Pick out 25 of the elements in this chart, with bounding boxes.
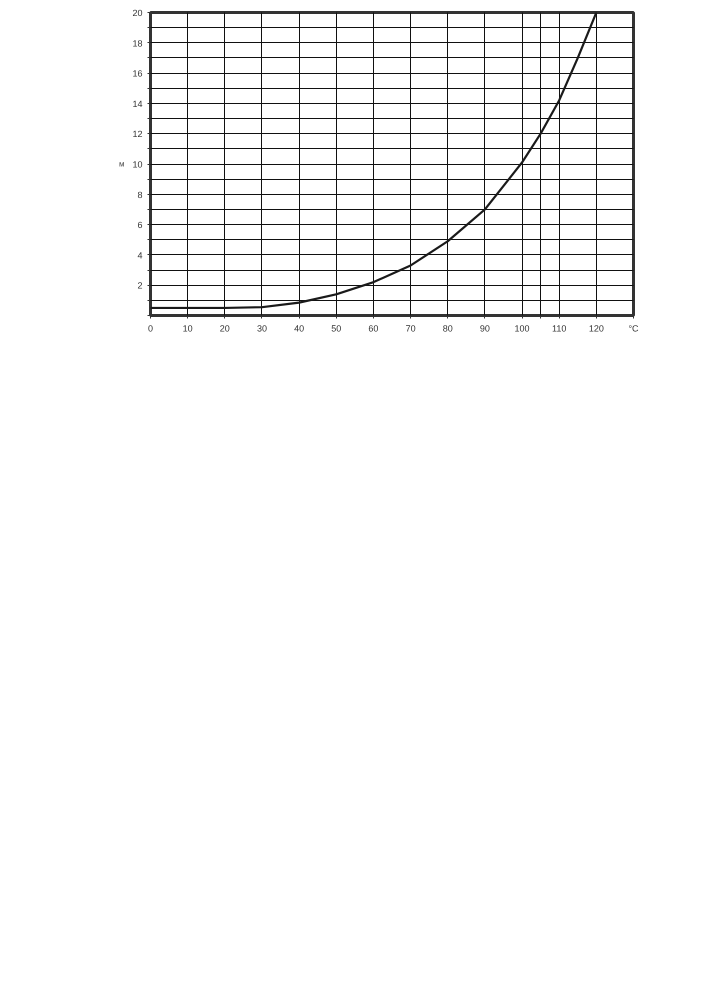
y-tick-label: 20 [132,8,143,18]
x-tick-label: 30 [256,324,267,334]
y-tick-label: 12 [132,129,143,140]
x-tick-label: 50 [331,324,342,334]
y-tick-label: 10 [132,160,143,170]
x-tick-label: 70 [406,324,416,334]
x-tick-label: 10 [182,324,193,334]
y-tick-label: 14 [132,98,143,109]
x-tick-label: 90 [480,324,490,334]
x-tick-label: 0 [148,324,154,334]
x-tick-label: 60 [368,324,378,334]
y-axis-title: м [118,160,124,168]
y-tick-label: 18 [132,38,143,48]
y-tick-label: 16 [132,68,143,79]
x-tick-label: °C [628,324,640,334]
y-tick-label: 8 [137,190,143,200]
y-tick-label: 2 [137,280,143,291]
x-tick-label: 120 [588,324,604,334]
x-tick-label: 110 [552,324,566,334]
y-tick-label: 6 [137,220,143,230]
x-tick-label: 40 [294,324,304,334]
x-tick-label: 80 [442,324,453,334]
x-tick-label: 20 [220,324,230,334]
x-tick-label: 100 [514,324,530,334]
y-tick-label: 4 [137,250,143,260]
